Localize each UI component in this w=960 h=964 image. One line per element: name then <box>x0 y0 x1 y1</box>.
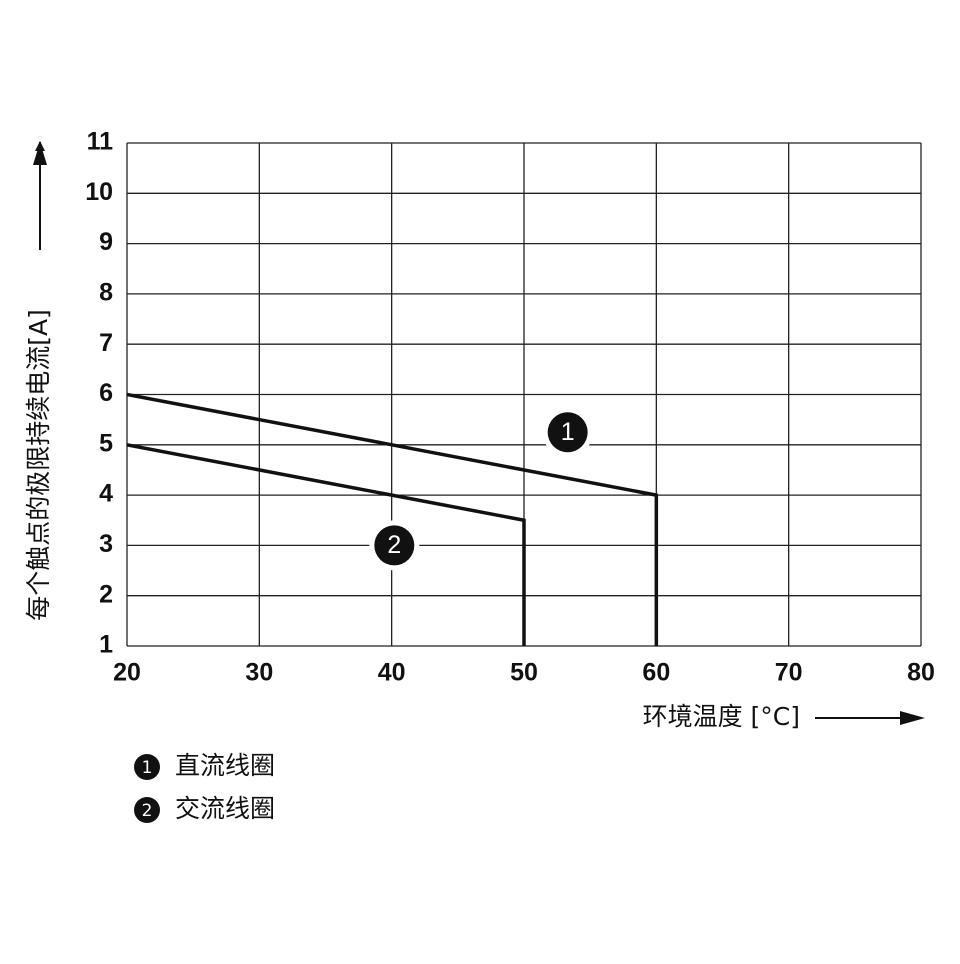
x-arrow-head <box>900 711 925 725</box>
y-tick-label: 8 <box>99 279 113 307</box>
legend-badge <box>134 797 160 823</box>
x-tick-label: 60 <box>642 659 670 687</box>
legend-label: 直流线圈 <box>175 751 275 780</box>
x-tick-label: 80 <box>907 659 935 687</box>
y-tick-label: 2 <box>99 580 113 608</box>
x-tick-label: 50 <box>510 659 538 687</box>
y-tick-label: 3 <box>99 530 113 558</box>
y-arrow-head <box>33 142 47 165</box>
x-tick-label: 40 <box>378 659 406 687</box>
y-axis-label: 每个触点的极限持续电流[A] <box>24 309 53 621</box>
y-tick-label: 1 <box>99 631 113 659</box>
legend-badge <box>134 754 160 780</box>
y-tick-label: 4 <box>99 480 113 508</box>
y-tick-label: 9 <box>99 228 113 256</box>
y-tick-label: 10 <box>85 178 113 206</box>
y-tick-label: 11 <box>87 128 114 156</box>
y-tick-label: 5 <box>99 429 113 457</box>
legend-label: 交流线圈 <box>175 794 275 823</box>
legend-badge-text: 2 <box>142 801 153 821</box>
x-tick-label: 70 <box>775 659 803 687</box>
series-line <box>126 443 526 646</box>
annotation-text: 1 <box>561 418 575 446</box>
x-tick-label: 30 <box>245 659 273 687</box>
legend-badge-text: 1 <box>142 758 153 778</box>
y-tick-label: 6 <box>99 379 113 407</box>
y-tick-label: 7 <box>99 329 113 357</box>
annotation-badge <box>374 525 415 566</box>
annotation-badge <box>547 412 588 453</box>
series-line <box>126 392 659 646</box>
annotation-text: 2 <box>387 531 401 559</box>
x-axis-label: 环境温度 [°C] <box>643 702 800 731</box>
x-tick-label: 20 <box>113 659 141 687</box>
